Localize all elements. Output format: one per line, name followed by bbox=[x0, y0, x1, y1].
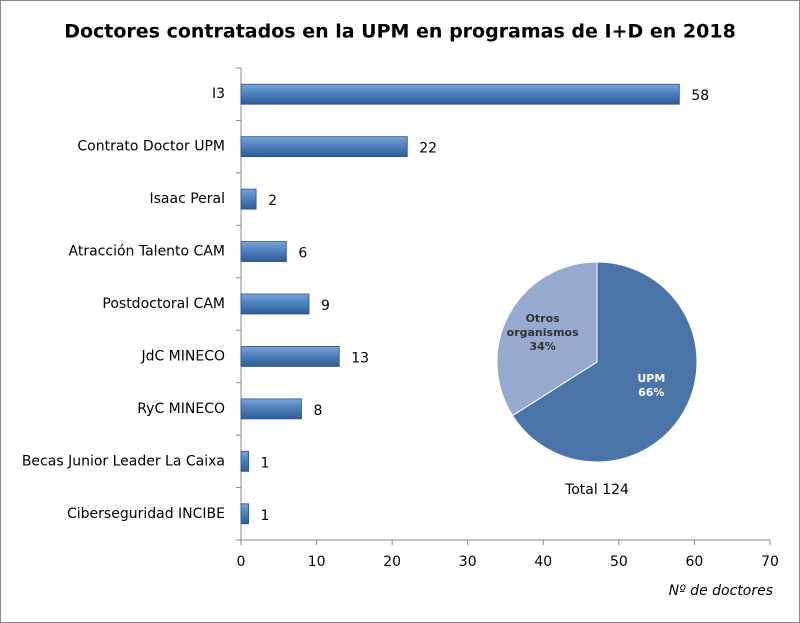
pie-value-label: 34% bbox=[529, 340, 556, 354]
x-tick-label: 10 bbox=[308, 554, 326, 570]
bar bbox=[240, 136, 408, 158]
pie-slice bbox=[496, 261, 598, 417]
data-label: 8 bbox=[313, 403, 322, 419]
bar bbox=[240, 346, 340, 367]
bar bbox=[240, 398, 302, 420]
data-label: 9 bbox=[321, 298, 330, 314]
x-tick-label: 60 bbox=[686, 554, 704, 570]
pie-label: UPM 66% bbox=[611, 372, 691, 400]
data-label: 2 bbox=[268, 193, 277, 209]
y-tick-label: Ciberseguridad INCIBE bbox=[67, 506, 225, 522]
y-tick-label: I3 bbox=[212, 86, 225, 102]
y-tick-label: Atracción Talento CAM bbox=[69, 244, 225, 260]
bar bbox=[240, 241, 287, 262]
data-label: 13 bbox=[351, 350, 369, 366]
data-label: 58 bbox=[691, 88, 709, 104]
pie-value-label: 66% bbox=[638, 385, 665, 399]
bar bbox=[240, 503, 249, 525]
x-axis-label: Nº de doctores bbox=[669, 583, 773, 599]
x-tick-label: 70 bbox=[761, 554, 779, 570]
bar bbox=[240, 188, 257, 210]
pie-label: Otros organismos 34% bbox=[503, 312, 583, 354]
y-tick-label: Isaac Peral bbox=[149, 191, 225, 207]
x-tick-label: 0 bbox=[237, 554, 246, 570]
y-tick-label: JdC MINECO bbox=[140, 348, 225, 364]
pie-slice bbox=[511, 261, 698, 463]
bar bbox=[240, 83, 680, 105]
x-tick-label: 40 bbox=[534, 554, 552, 570]
y-tick-label: Postdoctoral CAM bbox=[102, 296, 225, 312]
data-label: 22 bbox=[419, 141, 437, 157]
data-label: 1 bbox=[261, 455, 270, 471]
pie-category: UPM bbox=[637, 371, 666, 385]
data-label: 6 bbox=[298, 246, 307, 262]
y-tick-label: RyC MINECO bbox=[137, 401, 225, 417]
x-tick-label: 50 bbox=[610, 554, 628, 570]
pie-annotation: Total 124 bbox=[564, 482, 629, 498]
x-tick-label: 20 bbox=[383, 554, 401, 570]
y-tick-label: Contrato Doctor UPM bbox=[77, 139, 225, 155]
data-label: 1 bbox=[261, 508, 270, 524]
bar bbox=[240, 293, 310, 315]
chart-title: Doctores contratados en la UPM en progra… bbox=[64, 21, 736, 43]
y-tick-label: Becas Junior Leader La Caixa bbox=[22, 453, 225, 469]
x-tick-label: 30 bbox=[459, 554, 477, 570]
pie-category: Otros organismos bbox=[506, 312, 579, 340]
bar bbox=[240, 450, 249, 472]
